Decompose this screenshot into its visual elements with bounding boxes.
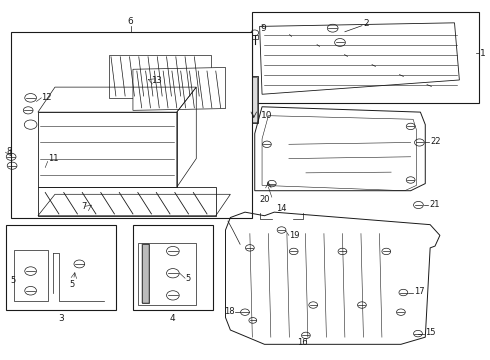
Polygon shape <box>133 67 225 111</box>
Text: 21: 21 <box>429 200 440 209</box>
Bar <box>250 76 258 123</box>
Bar <box>14 249 48 301</box>
Text: 5: 5 <box>186 274 191 283</box>
Text: 11: 11 <box>48 154 58 163</box>
Bar <box>251 77 257 122</box>
Text: 5: 5 <box>10 276 15 285</box>
Bar <box>6 225 116 310</box>
Bar <box>142 244 149 303</box>
Text: 19: 19 <box>289 231 299 240</box>
Text: 10: 10 <box>261 111 272 120</box>
Bar <box>11 32 252 217</box>
Text: 12: 12 <box>41 93 52 102</box>
Text: 3: 3 <box>58 314 64 323</box>
Bar <box>252 12 479 103</box>
Text: 15: 15 <box>425 328 436 337</box>
Text: 5: 5 <box>70 280 75 289</box>
Text: 13: 13 <box>151 76 162 85</box>
Text: 6: 6 <box>127 17 133 26</box>
Bar <box>142 244 149 303</box>
Text: 14: 14 <box>276 204 287 213</box>
Text: 17: 17 <box>414 287 425 296</box>
Text: 7: 7 <box>82 202 87 211</box>
Text: 18: 18 <box>223 307 234 316</box>
Text: 2: 2 <box>363 19 368 28</box>
Text: 22: 22 <box>430 137 441 146</box>
Text: 8: 8 <box>6 147 12 156</box>
Text: 20: 20 <box>260 195 270 204</box>
Text: 1: 1 <box>480 49 486 58</box>
Text: 9: 9 <box>261 24 267 33</box>
Text: 4: 4 <box>169 314 175 323</box>
Bar <box>138 243 196 305</box>
Text: 16: 16 <box>297 338 308 347</box>
Bar <box>133 225 213 310</box>
